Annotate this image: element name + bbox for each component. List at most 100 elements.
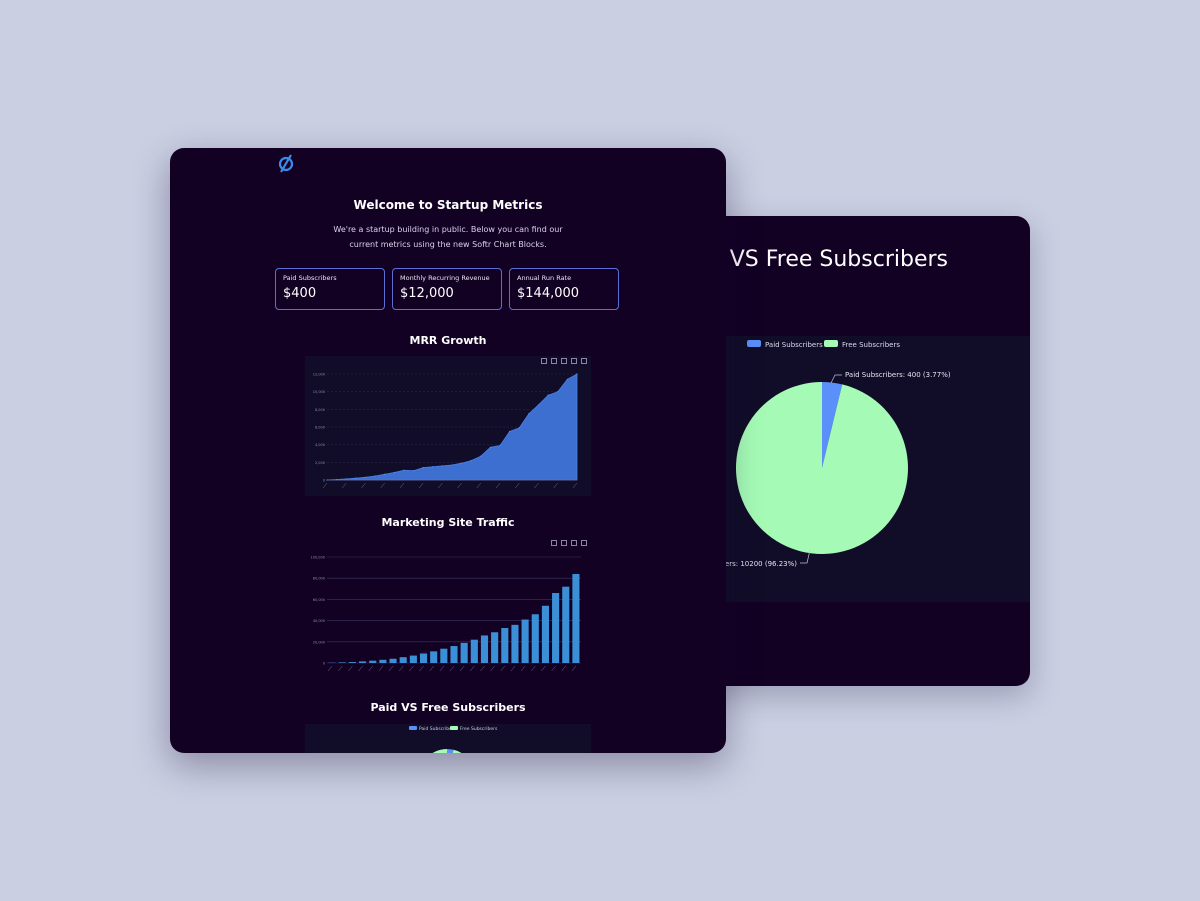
x-tick-label [520, 665, 526, 672]
x-tick-label [470, 665, 475, 672]
x-tick-label [510, 665, 516, 672]
data-point [374, 475, 376, 477]
traffic-bar [379, 659, 387, 663]
x-tick-label [438, 482, 443, 489]
data-point [412, 470, 415, 472]
traffic-bar-chart: 0 20,000 40,000 60,000 80,000 100,000 [311, 556, 581, 672]
data-point [566, 378, 568, 380]
y-tick-label: 0 [323, 662, 325, 666]
data-point [499, 444, 501, 447]
free-slice-label: Free Subscribers: 10200 (96.23%) [678, 560, 797, 568]
y-tick-label: 0 [323, 479, 325, 483]
data-point [528, 413, 530, 415]
legend-paid-swatch[interactable] [747, 340, 761, 347]
x-tick-label [358, 665, 363, 672]
zoom-icon[interactable] [551, 540, 557, 546]
traffic-bar [348, 662, 356, 663]
pie-slices [735, 382, 908, 554]
legend-free-label[interactable]: Free Subscribers [460, 726, 498, 732]
chart-toolbar [541, 358, 587, 364]
data-point [576, 373, 578, 375]
legend-paid-label[interactable]: Paid Subscribers [419, 726, 457, 732]
legend-free-swatch[interactable] [450, 726, 458, 730]
traffic-bar [389, 658, 397, 663]
y-tick-label: 80,000 [313, 577, 325, 581]
x-tick-label [342, 482, 347, 489]
traffic-bar [491, 632, 499, 663]
mini-pie-chart: Paid Subscribers Free Subscribers [409, 726, 498, 753]
x-tick-label [399, 665, 404, 672]
x-tick-label [480, 665, 485, 672]
x-tick-label [429, 665, 434, 672]
y-tick-label: 40,000 [313, 619, 325, 623]
traffic-bar [460, 642, 468, 663]
metric-card-paid-subscribers: Paid Subscribers $400 [275, 268, 385, 310]
x-tick-label [490, 665, 495, 672]
metric-label: Paid Subscribers [283, 274, 337, 282]
bar-switch-icon[interactable] [581, 540, 587, 546]
x-tick-label [531, 665, 536, 672]
traffic-chart-panel: 0 20,000 40,000 60,000 80,000 100,000 [305, 538, 591, 676]
traffic-bar [572, 573, 580, 663]
traffic-bar [440, 648, 448, 663]
traffic-bar [399, 657, 407, 663]
x-tick-label [449, 665, 455, 672]
line-switch-icon[interactable] [571, 540, 577, 546]
download-icon[interactable] [541, 358, 547, 364]
x-tick-label [571, 665, 577, 672]
data-point [364, 476, 367, 478]
x-tick-label [380, 482, 385, 489]
traffic-bar [338, 662, 346, 663]
x-tick-label [495, 482, 501, 489]
x-tick-label [327, 665, 333, 672]
data-point [480, 455, 482, 457]
traffic-bar [359, 661, 367, 663]
x-tick-label [399, 482, 405, 489]
paid-slice-label: Paid Subscribers: 400 (3.77%) [845, 371, 951, 379]
legend-paid-swatch[interactable] [409, 726, 417, 730]
line-switch-icon[interactable] [571, 358, 577, 364]
pie-slice-paid [447, 748, 454, 753]
y-tick-label: 10,000 [313, 390, 325, 394]
data-point [432, 466, 434, 468]
data-point [557, 391, 559, 393]
x-tick-label [419, 665, 424, 672]
front-card: Welcome to Startup Metrics We're a start… [170, 148, 726, 753]
zoom-icon[interactable] [551, 358, 557, 364]
x-tick-label [388, 665, 394, 672]
mini-pie-panel: Paid Subscribers Free Subscribers [305, 724, 591, 753]
x-tick-label [409, 665, 414, 672]
data-point [489, 446, 492, 448]
restore-icon[interactable] [561, 358, 567, 364]
traffic-bar [369, 660, 377, 663]
metric-label: Annual Run Rate [517, 274, 572, 282]
x-tick-label [439, 665, 445, 672]
data-point [518, 427, 520, 429]
y-tick-label: 12,000 [313, 373, 325, 377]
x-tick-label [361, 482, 366, 489]
y-tick-label: 100,000 [311, 556, 325, 560]
data-point [461, 462, 463, 464]
bar-switch-icon[interactable] [581, 358, 587, 364]
metric-card-arr: Annual Run Rate $144,000 [509, 268, 619, 310]
x-tick-label [515, 482, 520, 489]
intro-text: We're a startup building in public. Belo… [333, 225, 563, 249]
pie-slice-free [735, 382, 908, 554]
softr-logo-icon[interactable] [276, 153, 296, 173]
legend-free-swatch[interactable] [824, 340, 838, 347]
traffic-bar [480, 635, 489, 663]
traffic-bar [430, 651, 438, 663]
x-tick-label [368, 665, 373, 672]
legend-free-label[interactable]: Free Subscribers [842, 341, 900, 349]
metric-card-mrr: Monthly Recurring Revenue $12,000 [392, 268, 502, 310]
data-point [345, 478, 347, 480]
data-point [403, 469, 405, 471]
y-tick-label: 20,000 [313, 640, 325, 644]
traffic-title: Marketing Site Traffic [381, 516, 515, 529]
x-tick-label [338, 665, 343, 672]
mini-pie-slices [432, 748, 462, 753]
legend-paid-label[interactable]: Paid Subscribers [765, 341, 823, 349]
restore-icon[interactable] [561, 540, 567, 546]
x-tick-label [551, 665, 556, 672]
x-tick-label [348, 665, 353, 672]
